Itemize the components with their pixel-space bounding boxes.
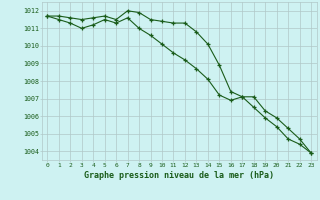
X-axis label: Graphe pression niveau de la mer (hPa): Graphe pression niveau de la mer (hPa) (84, 171, 274, 180)
